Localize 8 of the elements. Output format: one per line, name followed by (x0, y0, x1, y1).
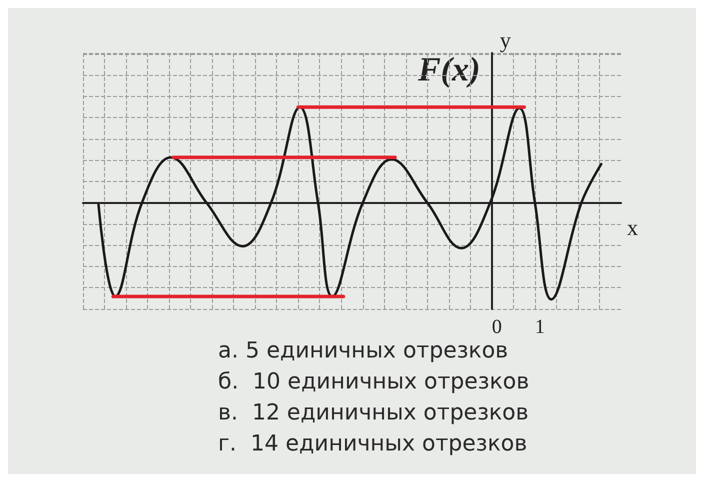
text: в. 12 единичных отрезков (218, 400, 529, 426)
text: г. 14 единичных отрезков (218, 432, 528, 456)
x-tick-label: 0 (492, 316, 502, 338)
text: б. 10 единичных отрезков (218, 370, 530, 394)
x-axis-title: x (627, 215, 638, 240)
y-axis-title: y (500, 28, 511, 52)
x-tick-label: 1 (534, 316, 545, 338)
text: а. 5 единичных отрезков (218, 338, 508, 364)
